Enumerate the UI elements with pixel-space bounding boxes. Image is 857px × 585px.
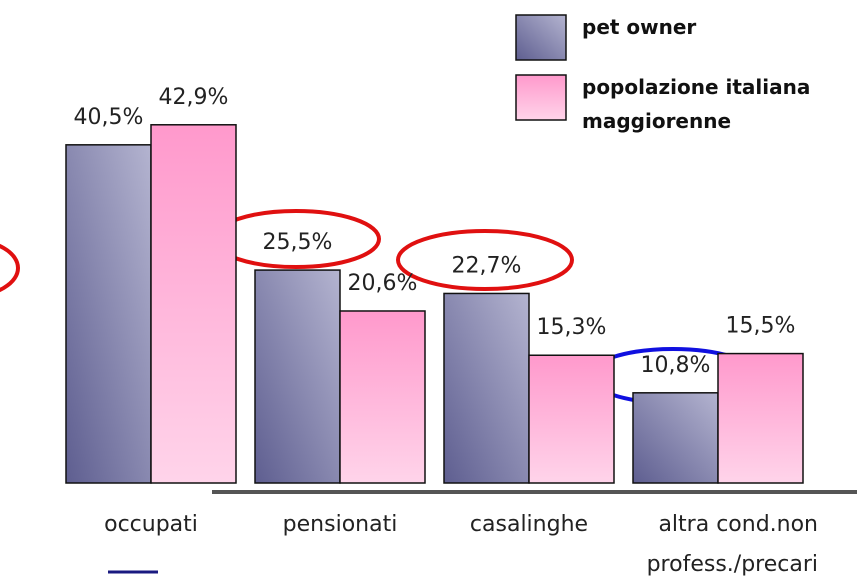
bar (443, 292, 530, 484)
x-tick-label: casalinghe (469, 512, 589, 537)
value-label: 22,7% (452, 253, 522, 278)
legend-swatch (515, 74, 567, 121)
value-label: 20,6% (348, 271, 418, 296)
highlight (396, 229, 574, 291)
bar (339, 310, 426, 484)
value-label: 25,5% (263, 230, 333, 255)
bar (150, 124, 237, 484)
legend-swatch (515, 14, 567, 61)
highlight (0, 243, 20, 293)
bar (632, 392, 719, 484)
bar (717, 352, 804, 484)
value-label: 42,9% (159, 85, 229, 110)
value-label: 40,5% (74, 105, 144, 130)
value-label: 15,3% (537, 315, 607, 340)
bar (65, 144, 152, 484)
value-label: 15,5% (726, 314, 796, 339)
bar (254, 269, 341, 484)
x-tick-label: occupati (104, 512, 198, 537)
legend-label: pet owner (582, 15, 697, 39)
legend-label: popolazione italiana maggiorenne (582, 75, 811, 133)
x-tick-label: pensionati (282, 512, 398, 537)
bar (528, 354, 615, 484)
x-tick-label: altra cond.non profess./precari (646, 512, 818, 577)
value-label: 10,8% (641, 353, 711, 378)
